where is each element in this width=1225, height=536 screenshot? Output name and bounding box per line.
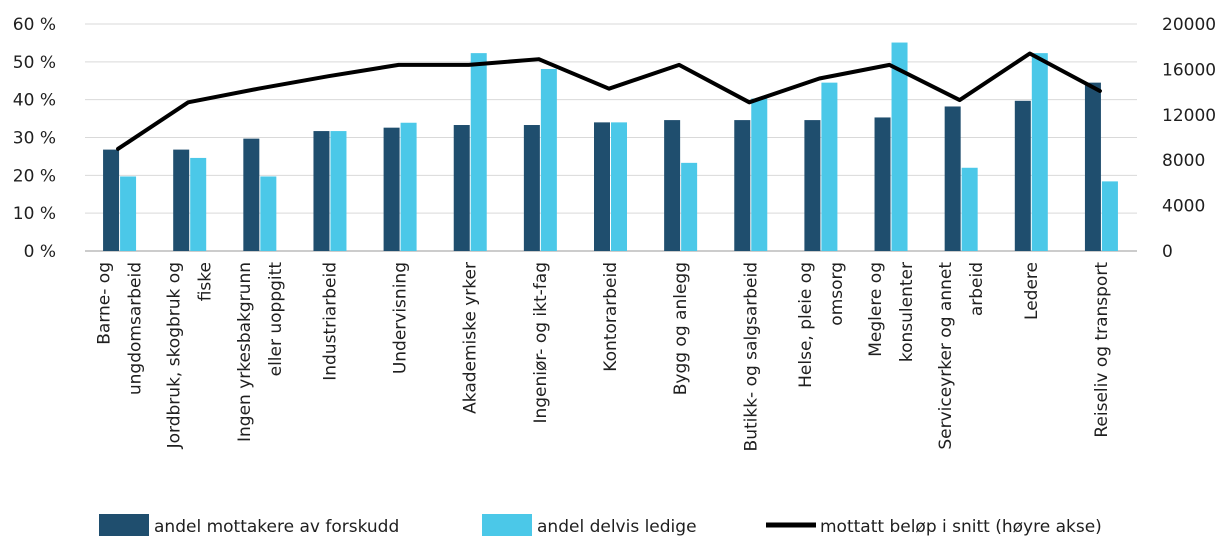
category-label: omsorg: [827, 262, 847, 326]
left-tick-label: 10 %: [13, 204, 56, 224]
left-tick-label: 30 %: [13, 129, 56, 149]
legend: andel mottakere av forskudd andel delvis…: [99, 514, 1102, 536]
legend-label-series-1: andel delvis ledige: [537, 517, 697, 536]
bar: [804, 120, 821, 251]
legend-swatch-series-0: [99, 514, 149, 536]
category-label: Meglere og: [866, 262, 886, 357]
category-label: Bygg og anlegg: [671, 262, 691, 395]
right-tick-label: 12000: [1162, 106, 1216, 126]
legend-label-series-2: mottatt beløp i snitt (høyre akse): [820, 517, 1102, 536]
category-label: Helse, pleie og: [796, 262, 816, 388]
bar: [260, 176, 277, 251]
bar: [243, 138, 260, 251]
bar: [664, 120, 681, 251]
category-label: Ingeniør- og ikt-fag: [531, 262, 551, 424]
left-tick-label: 0 %: [24, 242, 56, 262]
category-label: eller uoppgitt: [266, 262, 286, 377]
bar: [611, 122, 627, 251]
bar: [523, 125, 540, 251]
category-label: Akademiske yrker: [461, 262, 481, 414]
right-tick-label: 4000: [1162, 197, 1205, 217]
bar: [1084, 82, 1101, 252]
bar: [103, 149, 120, 251]
category-label: Ledere: [1022, 262, 1042, 320]
bar: [594, 122, 610, 251]
bar: [190, 157, 207, 251]
bar: [400, 122, 417, 252]
category-label: Barne- og: [95, 262, 115, 345]
category-label: Jordbruk, skogbruk og: [165, 262, 185, 449]
bar: [120, 176, 137, 251]
line-series-path: [116, 51, 1102, 151]
bar: [1031, 53, 1048, 251]
bar: [470, 53, 487, 251]
bar: [751, 98, 768, 251]
bar: [540, 69, 557, 251]
category-label: konsulenter: [897, 262, 917, 362]
left-tick-label: 50 %: [13, 53, 56, 73]
left-tick-label: 60 %: [13, 15, 56, 35]
left-tick-label: 20 %: [13, 166, 56, 186]
line-series: [116, 51, 1102, 151]
bar: [681, 162, 698, 251]
category-labels: Barne- og ungdomsarbeid Jordbruk, skogbruk…: [95, 262, 1112, 452]
category-label: Butikk- og salgsarbeid: [741, 262, 761, 451]
bar: [383, 127, 400, 251]
bars: [103, 42, 1118, 252]
bar: [891, 42, 908, 252]
right-tick-label: 0: [1162, 242, 1173, 262]
right-axis: 0 4000 8000 12000 16000 20000: [1162, 15, 1216, 262]
legend-label-series-0: andel mottakere av forskudd: [154, 517, 399, 536]
bar: [821, 82, 838, 252]
bar: [330, 131, 347, 251]
bar: [1101, 181, 1118, 251]
bar: [1014, 100, 1031, 251]
bar: [734, 120, 751, 251]
right-tick-label: 8000: [1162, 151, 1205, 171]
category-label: Ingen yrkesbakgrunn: [235, 262, 255, 442]
bar: [874, 117, 891, 251]
category-label: arbeid: [967, 262, 987, 316]
bar: [961, 167, 978, 251]
category-label: ungdomsarbeid: [126, 262, 146, 395]
category-label: Reiseliv og transport: [1092, 262, 1112, 438]
legend-swatch-series-1: [482, 514, 532, 536]
bar: [944, 106, 961, 251]
bar: [453, 125, 470, 251]
right-tick-label: 16000: [1162, 60, 1216, 80]
category-label: Kontorarbeid: [601, 262, 621, 372]
category-label: fiske: [196, 262, 216, 301]
bar: [313, 131, 330, 251]
left-axis: 0 % 10 % 20 % 30 % 40 % 50 % 60 %: [13, 15, 56, 262]
category-label: Serviceyrker og annet: [936, 262, 956, 450]
right-tick-label: 20000: [1162, 15, 1216, 35]
category-label: Undervisning: [391, 262, 411, 374]
category-label: Industriarbeid: [320, 262, 340, 381]
bar: [173, 149, 190, 251]
left-tick-label: 40 %: [13, 91, 56, 111]
